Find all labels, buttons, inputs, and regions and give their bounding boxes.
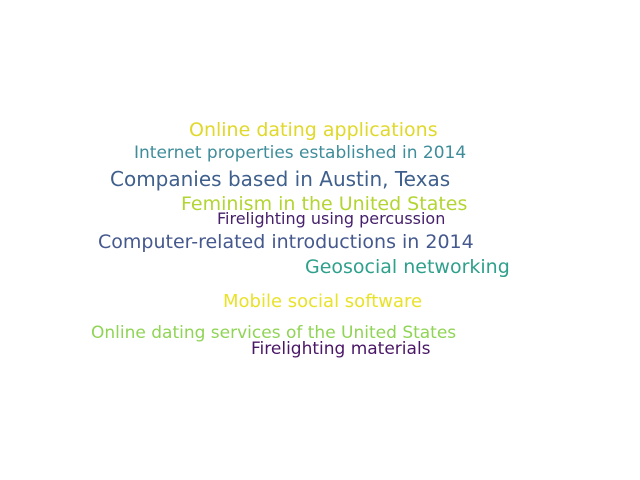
word-internet-properties-established-2014: Internet properties established in 2014 — [134, 143, 467, 163]
word-firelighting-using-percussion: Firelighting using percussion — [217, 209, 446, 228]
word-mobile-social-software: Mobile social software — [223, 291, 423, 312]
word-computer-related-introductions-2014: Computer-related introductions in 2014 — [98, 231, 474, 253]
word-online-dating-services-united-states: Online dating services of the United Sta… — [91, 323, 457, 343]
word-companies-based-austin-texas: Companies based in Austin, Texas — [110, 167, 451, 191]
word-feminism-united-states: Feminism in the United States — [181, 193, 468, 215]
word-geosocial-networking: Geosocial networking — [305, 256, 510, 278]
word-firelighting-materials: Firelighting materials — [251, 339, 431, 359]
word-online-dating-applications: Online dating applications — [189, 119, 438, 141]
